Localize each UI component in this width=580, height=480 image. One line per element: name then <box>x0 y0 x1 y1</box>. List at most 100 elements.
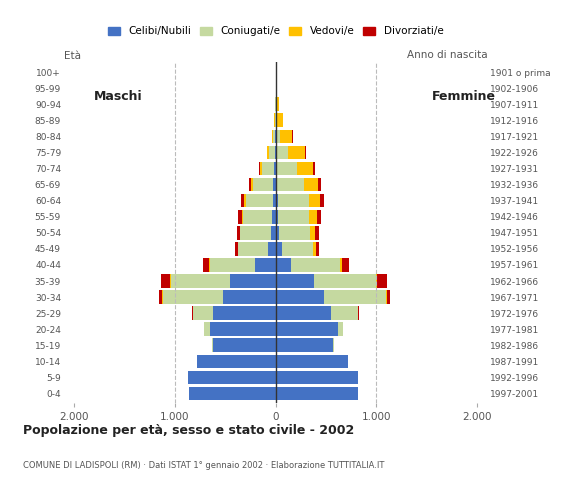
Bar <box>246 194 273 207</box>
Text: Popolazione per età, sesso e stato civile - 2002: Popolazione per età, sesso e stato civil… <box>23 424 354 437</box>
Bar <box>316 226 319 240</box>
Bar <box>230 274 276 288</box>
Bar <box>160 290 162 304</box>
Bar <box>271 226 275 240</box>
Bar <box>259 162 260 175</box>
Bar <box>278 210 309 224</box>
Bar <box>274 162 276 175</box>
Bar <box>249 178 251 192</box>
Bar <box>358 306 359 320</box>
Bar <box>241 194 244 207</box>
Bar <box>320 194 324 207</box>
Bar <box>318 178 321 192</box>
Bar <box>310 226 316 240</box>
Bar <box>276 242 281 256</box>
Bar <box>273 210 275 224</box>
Text: COMUNE DI LADISPOLI (RM) · Dati ISTAT 1° gennaio 2002 · Elaborazione TUTTITALIA.: COMUNE DI LADISPOLI (RM) · Dati ISTAT 1°… <box>23 461 385 470</box>
Bar <box>260 162 262 175</box>
Text: Maschi: Maschi <box>94 90 143 103</box>
Bar <box>238 210 242 224</box>
Bar <box>309 210 317 224</box>
Bar <box>317 210 321 224</box>
Bar <box>331 306 358 320</box>
Bar <box>223 290 276 304</box>
Bar <box>276 306 331 320</box>
Bar <box>210 323 276 336</box>
Bar <box>262 162 274 175</box>
Bar <box>276 178 277 192</box>
Bar <box>240 226 271 240</box>
Bar <box>162 290 223 304</box>
Bar <box>212 338 213 352</box>
Bar <box>316 242 319 256</box>
Bar <box>274 178 276 192</box>
Bar <box>276 290 324 304</box>
Bar <box>244 194 246 207</box>
Bar <box>276 97 278 111</box>
Bar <box>171 274 230 288</box>
Bar <box>276 323 338 336</box>
Bar <box>188 371 276 384</box>
Bar <box>279 226 310 240</box>
Bar <box>276 226 279 240</box>
Text: Anno di nascita: Anno di nascita <box>407 49 487 60</box>
Bar <box>238 242 269 256</box>
Bar <box>378 274 387 288</box>
Bar <box>273 194 276 207</box>
Bar <box>304 178 318 192</box>
Bar <box>280 130 292 143</box>
Bar <box>235 242 238 256</box>
Bar <box>237 226 240 240</box>
Bar <box>204 323 210 336</box>
Bar <box>276 145 288 159</box>
Bar <box>340 258 342 272</box>
Bar <box>253 178 274 192</box>
Bar <box>213 338 276 352</box>
Bar <box>251 178 253 192</box>
Bar <box>189 387 276 400</box>
Bar <box>277 113 283 127</box>
Bar <box>276 371 358 384</box>
Bar <box>297 162 313 175</box>
Bar <box>342 258 349 272</box>
Bar <box>242 210 243 224</box>
Bar <box>376 274 378 288</box>
Bar <box>213 306 276 320</box>
Bar <box>276 274 314 288</box>
Bar <box>276 194 277 207</box>
Bar <box>255 258 276 272</box>
Bar <box>324 290 386 304</box>
Bar <box>338 323 343 336</box>
Bar <box>333 338 334 352</box>
Bar <box>276 210 278 224</box>
Bar <box>193 306 213 320</box>
Bar <box>276 387 358 400</box>
Bar <box>269 242 276 256</box>
Bar <box>291 258 340 272</box>
Bar <box>313 162 315 175</box>
Bar <box>277 178 305 192</box>
Bar <box>281 242 313 256</box>
Bar <box>277 162 296 175</box>
Legend: Celibi/Nubili, Coniugati/e, Vedovi/e, Divorziati/e: Celibi/Nubili, Coniugati/e, Vedovi/e, Di… <box>104 24 447 39</box>
Bar <box>387 290 390 304</box>
Bar <box>276 113 277 127</box>
Bar <box>197 355 276 368</box>
Bar <box>277 194 309 207</box>
Bar <box>273 130 275 143</box>
Text: Femmine: Femmine <box>432 90 496 103</box>
Bar <box>276 130 280 143</box>
Bar <box>270 145 275 159</box>
Bar <box>204 258 209 272</box>
Text: Età: Età <box>64 51 81 61</box>
Bar <box>305 145 306 159</box>
Bar <box>271 130 273 143</box>
Bar <box>276 355 348 368</box>
Bar <box>276 338 333 352</box>
Bar <box>314 274 376 288</box>
Bar <box>267 145 270 159</box>
Bar <box>161 274 171 288</box>
Bar <box>276 162 277 175</box>
Bar <box>309 194 320 207</box>
Bar <box>210 258 255 272</box>
